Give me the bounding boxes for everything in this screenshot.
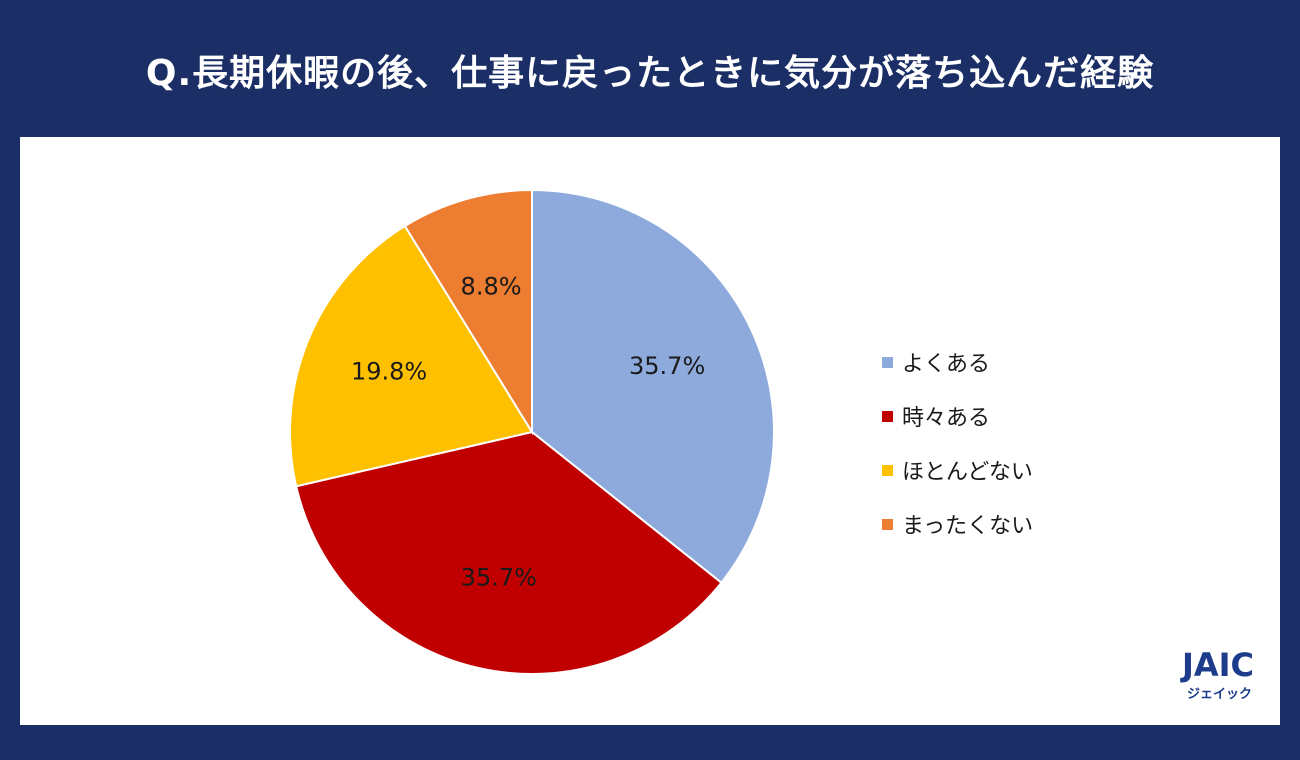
legend-item-mattaku-nai: まったくない [882, 497, 1033, 551]
data-label-mattaku-nai: 8.8% [461, 273, 522, 301]
legend-swatch [882, 410, 893, 422]
pie-chart: 35.7% 35.7% 19.8% 8.8% [289, 188, 775, 675]
legend-label: ほとんどない [902, 460, 1033, 485]
chart-panel: 35.7% 35.7% 19.8% 8.8% よくある 時々ある ほとんどない まった… [20, 137, 1280, 725]
legend-item-yoku-aru: よくある [882, 335, 1033, 389]
slice-hotondo-nai [289, 224, 534, 488]
legend-label: 時々ある [902, 406, 991, 431]
legend-item-tokidoki-aru: 時々ある [882, 389, 1033, 443]
data-label-tokidoki-aru: 35.7% [461, 563, 537, 591]
logo-subtitle: ジェイック [1186, 687, 1252, 702]
legend-swatch [882, 356, 893, 368]
chart-title: Q.長期休暇の後、仕事に戻ったときに気分が落ち込んだ経験 [145, 53, 1155, 94]
slice-mattaku-nai [403, 188, 533, 436]
slice-yoku-aru [531, 188, 775, 585]
legend-label: よくある [902, 352, 991, 377]
legend-item-hotondo-nai: ほとんどない [882, 443, 1033, 497]
logo-mark: JAIC [1181, 646, 1254, 684]
legend-swatch [882, 464, 893, 476]
chart-legend: よくある 時々ある ほとんどない まったくない [882, 335, 1033, 551]
legend-label: まったくない [902, 514, 1034, 539]
jaic-logo: JAIC ジェイック [1138, 647, 1258, 711]
data-label-yoku-aru: 35.7% [629, 352, 705, 380]
legend-swatch [882, 518, 893, 530]
slice-tokidoki-aru [294, 430, 723, 675]
data-label-hotondo-nai: 19.8% [351, 357, 427, 385]
